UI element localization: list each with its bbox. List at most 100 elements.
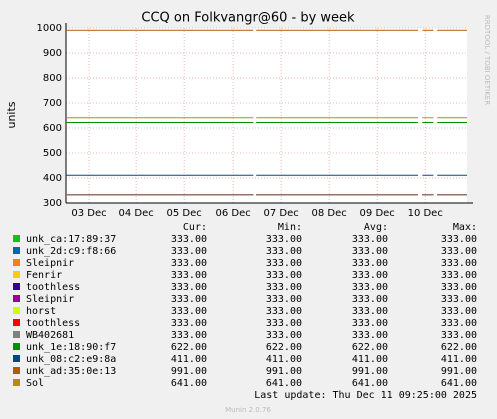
legend-value: 333.00 xyxy=(441,318,477,329)
legend-name: horst xyxy=(26,306,56,317)
legend-value: 333.00 xyxy=(352,330,388,341)
legend-value: 991.00 xyxy=(171,366,207,377)
x-tick-label: 06 Dec xyxy=(215,208,250,219)
legend-value: 333.00 xyxy=(266,234,302,245)
legend-swatch xyxy=(13,283,20,290)
legend-name: unk_08:c2:e9:8a xyxy=(26,354,116,365)
legend-value: 333.00 xyxy=(352,246,388,257)
legend-value: 333.00 xyxy=(441,294,477,305)
legend-swatch xyxy=(13,379,20,386)
x-tick-label: 10 Dec xyxy=(408,208,443,219)
legend-value: 411.00 xyxy=(266,354,302,365)
legend-swatch xyxy=(13,355,20,362)
legend-name: Sol xyxy=(26,378,44,389)
legend-value: 333.00 xyxy=(441,258,477,269)
legend-value: 622.00 xyxy=(352,342,388,353)
legend-value: 333.00 xyxy=(352,306,388,317)
legend-value: 641.00 xyxy=(266,378,302,389)
legend-value: 641.00 xyxy=(441,378,477,389)
legend-value: 411.00 xyxy=(441,354,477,365)
y-tick-label: 600 xyxy=(43,123,62,134)
legend-name: Sleipnir xyxy=(26,258,74,269)
legend-value: 333.00 xyxy=(352,318,388,329)
x-tick-label: 04 Dec xyxy=(118,208,153,219)
legend-swatch xyxy=(13,295,20,302)
legend-header: Cur: Min: Avg: Max: xyxy=(183,222,477,233)
legend-value: 991.00 xyxy=(266,366,302,377)
y-tick-label: 400 xyxy=(43,173,62,184)
legend-value: 333.00 xyxy=(441,246,477,257)
legend-value: 333.00 xyxy=(171,234,207,245)
legend-swatch xyxy=(13,259,20,266)
legend-swatch xyxy=(13,343,20,350)
x-tick-label: 08 Dec xyxy=(312,208,347,219)
y-axis-label: units xyxy=(5,101,18,128)
legend-header-cell: Max: xyxy=(453,222,477,233)
last-update: Last update: Thu Dec 11 09:25:00 2025 xyxy=(254,390,477,401)
legend-value: 333.00 xyxy=(171,330,207,341)
legend-value: 333.00 xyxy=(266,258,302,269)
legend-swatch xyxy=(13,367,20,374)
legend-swatch xyxy=(13,235,20,242)
y-tick-label: 1000 xyxy=(37,23,62,34)
x-tick-label: 07 Dec xyxy=(264,208,299,219)
legend-value: 333.00 xyxy=(352,270,388,281)
legend-value: 622.00 xyxy=(441,342,477,353)
legend-value: 333.00 xyxy=(441,282,477,293)
legend-value: 411.00 xyxy=(171,354,207,365)
legend-value: 333.00 xyxy=(352,258,388,269)
legend-value: 333.00 xyxy=(266,246,302,257)
legend-value: 333.00 xyxy=(441,330,477,341)
legend-value: 333.00 xyxy=(352,234,388,245)
legend-header-cell: Avg: xyxy=(364,222,388,233)
chart-title: CCQ on Folkvangr@60 - by week xyxy=(141,11,355,26)
legend-value: 622.00 xyxy=(171,342,207,353)
legend-swatch xyxy=(13,319,20,326)
y-tick-label: 900 xyxy=(43,48,62,59)
legend-swatch xyxy=(13,331,20,338)
legend-value: 641.00 xyxy=(352,378,388,389)
legend-swatch xyxy=(13,307,20,314)
legend-value: 333.00 xyxy=(266,318,302,329)
legend-value: 333.00 xyxy=(266,282,302,293)
legend-name: unk_2d:c9:f8:66 xyxy=(26,246,116,257)
legend-value: 333.00 xyxy=(171,318,207,329)
y-tick-label: 500 xyxy=(43,148,62,159)
legend-value: 333.00 xyxy=(171,306,207,317)
legend-name: Sleipnir xyxy=(26,294,74,305)
legend-value: 333.00 xyxy=(171,282,207,293)
legend-name: unk_1e:18:90:f7 xyxy=(26,342,116,353)
legend-swatch xyxy=(13,247,20,254)
legend-header-cell: Cur: xyxy=(183,222,207,233)
legend-name: unk_ca:17:89:37 xyxy=(26,234,116,245)
legend-value: 333.00 xyxy=(441,234,477,245)
legend-value: 333.00 xyxy=(266,294,302,305)
legend-value: 333.00 xyxy=(352,282,388,293)
y-tick-label: 300 xyxy=(43,198,62,209)
legend-value: 622.00 xyxy=(266,342,302,353)
plot-area xyxy=(66,28,467,203)
legend-swatch xyxy=(13,271,20,278)
legend-name: WB402681 xyxy=(26,330,74,341)
side-label: RRDTOOL / TOBI OETIKER xyxy=(483,15,491,105)
legend-name: toothless xyxy=(26,282,80,293)
y-tick-label: 800 xyxy=(43,73,62,84)
legend-value: 333.00 xyxy=(171,294,207,305)
legend-value: 333.00 xyxy=(352,294,388,305)
legend-value: 991.00 xyxy=(352,366,388,377)
legend-header-cell: Min: xyxy=(278,222,302,233)
legend-value: 411.00 xyxy=(352,354,388,365)
legend-value: 641.00 xyxy=(171,378,207,389)
legend-name: unk_ad:35:0e:13 xyxy=(26,366,116,377)
legend-value: 333.00 xyxy=(441,306,477,317)
legend-value: 333.00 xyxy=(266,330,302,341)
legend-value: 333.00 xyxy=(171,270,207,281)
legend-name: toothless xyxy=(26,318,80,329)
x-tick-label: 05 Dec xyxy=(167,208,202,219)
legend-value: 333.00 xyxy=(266,270,302,281)
y-tick-label: 700 xyxy=(43,98,62,109)
legend-value: 333.00 xyxy=(171,246,207,257)
legend-name: Fenrir xyxy=(26,270,62,281)
legend-value: 333.00 xyxy=(441,270,477,281)
